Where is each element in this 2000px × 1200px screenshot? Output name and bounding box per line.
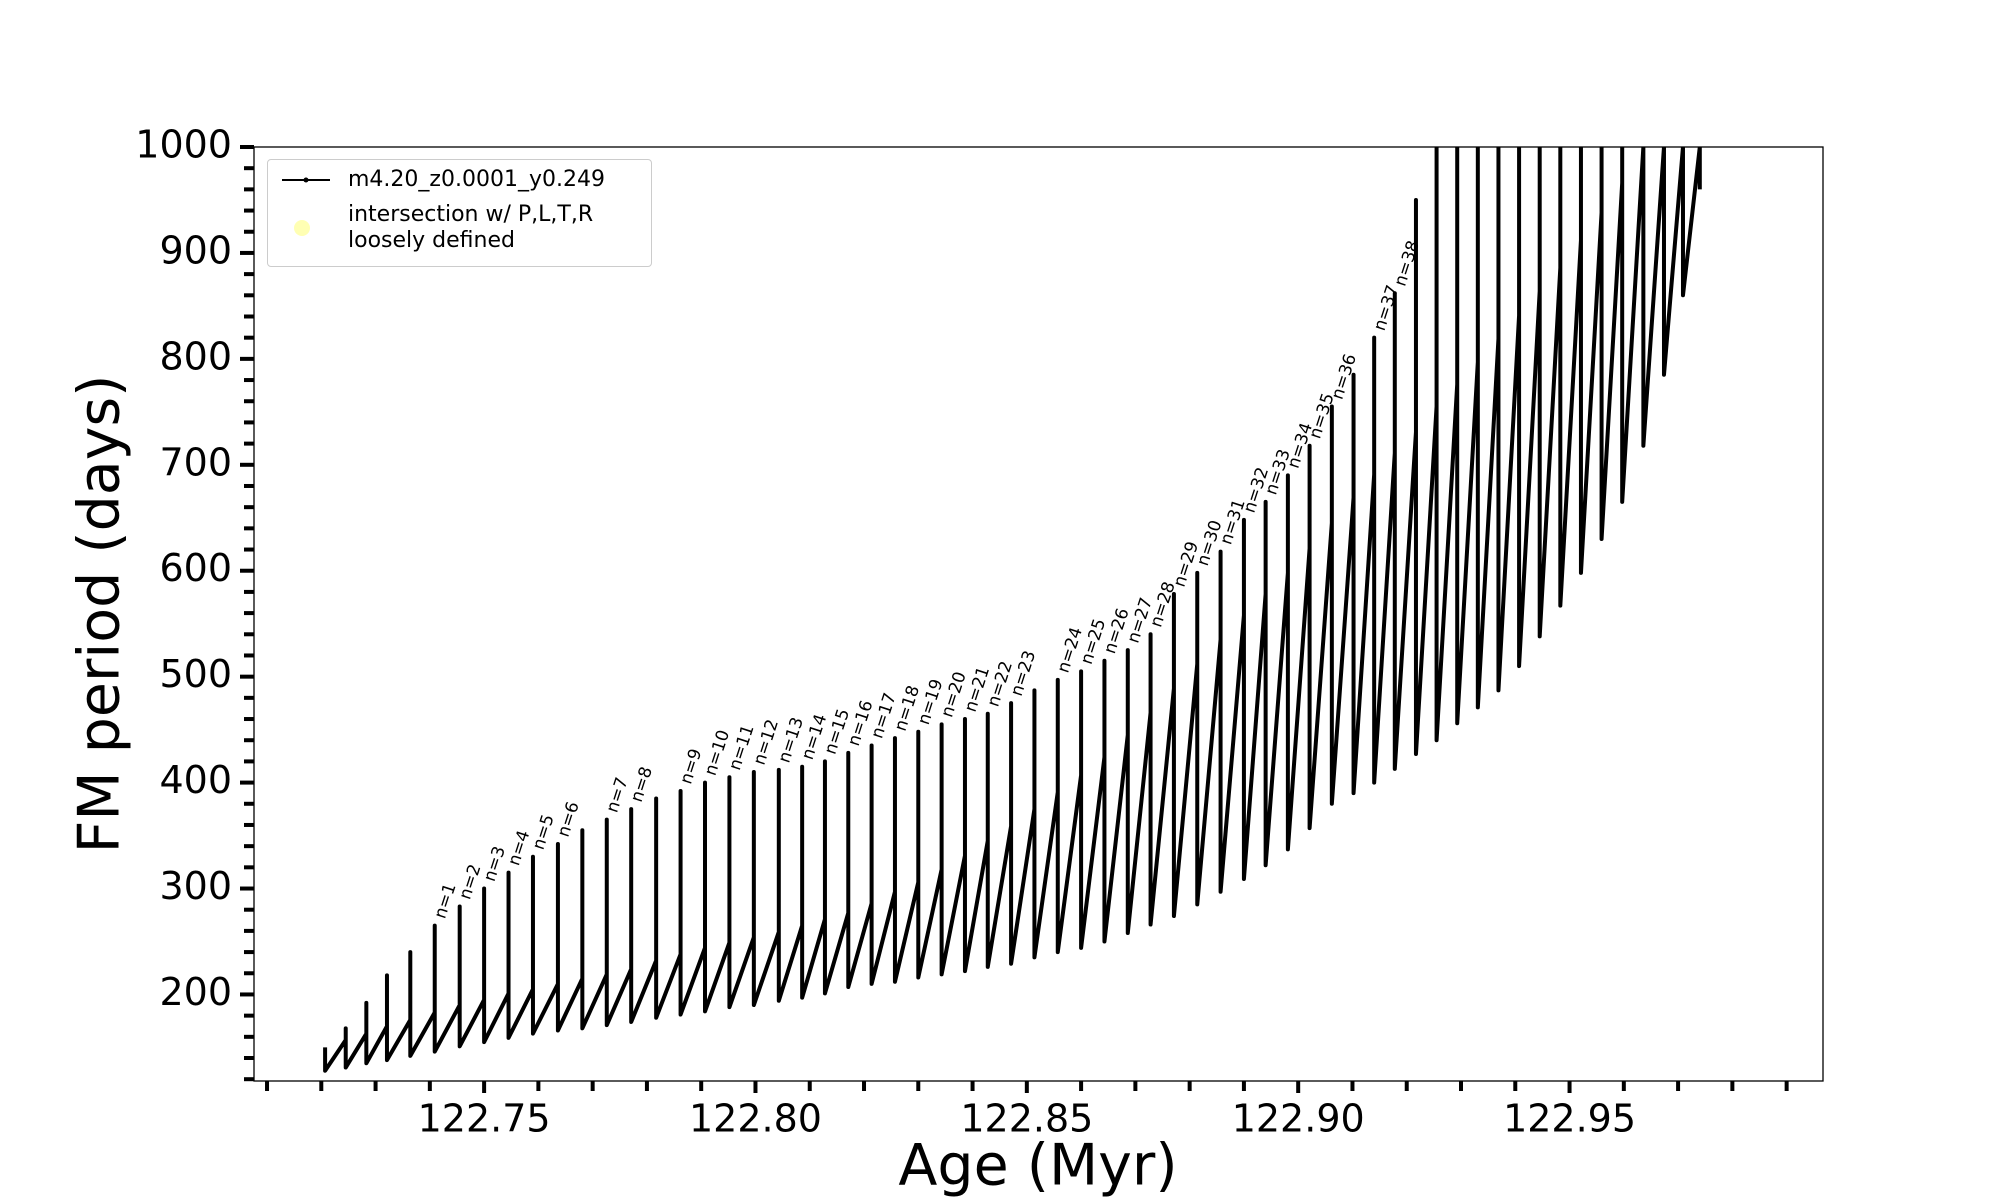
annotation: n=36 [1328, 352, 1361, 403]
y-tick-label: 200 [159, 970, 232, 1014]
y-tick-label: 1000 [135, 123, 232, 167]
annotation: n=8 [627, 764, 657, 804]
x-tick-label: 122.80 [689, 1097, 822, 1141]
legend: m4.20_z0.0001_y0.249 intersection w/ P,L… [267, 159, 652, 267]
legend-label: m4.20_z0.0001_y0.249 [348, 167, 605, 192]
y-tick-label: 400 [159, 758, 232, 802]
y-tick-label: 900 [159, 228, 232, 272]
y-tick-label: 700 [159, 440, 232, 484]
annotation: n=38 [1391, 238, 1424, 289]
y-tick-label: 600 [159, 546, 232, 590]
x-tick-label: 122.85 [960, 1097, 1093, 1141]
annotation: n=4 [504, 828, 534, 868]
y-tick-label: 500 [159, 652, 232, 696]
x-tick-label: 122.75 [418, 1097, 551, 1141]
y-axis-label: FM period (days) [67, 375, 133, 854]
legend-label: intersection w/ P,L,T,R loosely defined [348, 202, 594, 253]
annotation: n=37 [1370, 283, 1403, 334]
y-tick-label: 300 [159, 864, 232, 908]
annotation: n=2 [455, 862, 485, 902]
x-tick-label: 122.95 [1503, 1097, 1636, 1141]
annotation: n=3 [480, 844, 510, 884]
x-tick-label: 122.90 [1232, 1097, 1365, 1141]
x-axis-label: Age (Myr) [898, 1133, 1177, 1199]
plot-area [323, 147, 1702, 1073]
y-tick-label: 800 [159, 334, 232, 378]
series-line [323, 147, 1702, 1073]
legend-circle-marker [294, 220, 310, 236]
annotation: n=6 [554, 799, 584, 839]
annotation: n=1 [430, 881, 460, 921]
legend-line-marker [282, 177, 330, 183]
